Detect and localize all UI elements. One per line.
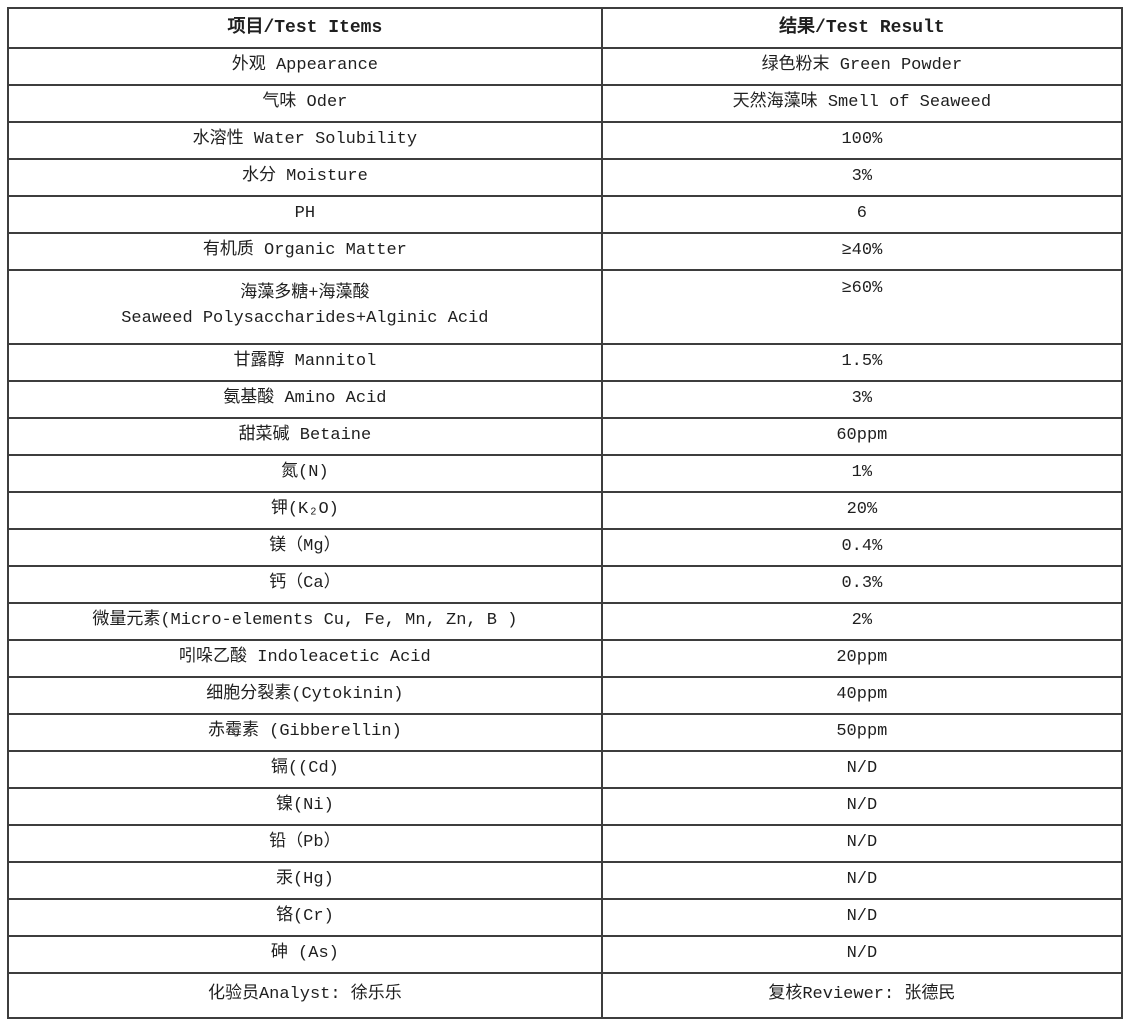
result-cell: N/D bbox=[600, 898, 1124, 937]
table-row: 氨基酸 Amino Acid 3% bbox=[7, 380, 1124, 419]
table-row: 水分 Moisture 3% bbox=[7, 158, 1124, 197]
table-row: 有机质 Organic Matter ≥40% bbox=[7, 232, 1124, 271]
item-cell: 镍(Ni) bbox=[7, 787, 603, 826]
result-cell: 50ppm bbox=[600, 713, 1124, 752]
header-test-items: 项目/Test Items bbox=[7, 7, 603, 49]
table-row: 化验员Analyst: 徐乐乐 复核Reviewer: 张德民 bbox=[7, 972, 1124, 1019]
table-row: 外观 Appearance 绿色粉末 Green Powder bbox=[7, 47, 1124, 86]
item-cell: 钙（Ca） bbox=[7, 565, 603, 604]
table-row: 汞(Hg) N/D bbox=[7, 861, 1124, 900]
item-cell: 吲哚乙酸 Indoleacetic Acid bbox=[7, 639, 603, 678]
item-cell: 水溶性 Water Solubility bbox=[7, 121, 603, 160]
result-cell: 天然海藻味 Smell of Seaweed bbox=[600, 84, 1124, 123]
result-cell: 60ppm bbox=[600, 417, 1124, 456]
item-cell: 铅（Pb） bbox=[7, 824, 603, 863]
item-cell: 镁（Mg） bbox=[7, 528, 603, 567]
table-row: 细胞分裂素(Cytokinin) 40ppm bbox=[7, 676, 1124, 715]
table-row: 甘露醇 Mannitol 1.5% bbox=[7, 343, 1124, 382]
result-cell: 6 bbox=[600, 195, 1124, 234]
result-cell: N/D bbox=[600, 787, 1124, 826]
item-cell: 有机质 Organic Matter bbox=[7, 232, 603, 271]
item-cell: 气味 Oder bbox=[7, 84, 603, 123]
header-test-result: 结果/Test Result bbox=[600, 7, 1124, 49]
result-cell: 3% bbox=[600, 158, 1124, 197]
table-row: 气味 Oder 天然海藻味 Smell of Seaweed bbox=[7, 84, 1124, 123]
item-cell: 甘露醇 Mannitol bbox=[7, 343, 603, 382]
result-cell: 20ppm bbox=[600, 639, 1124, 678]
table-row: 海藻多糖+海藻酸 Seaweed Polysaccharides+Alginic… bbox=[7, 269, 1124, 345]
result-cell: 1% bbox=[600, 454, 1124, 493]
result-cell: ≥60% bbox=[600, 269, 1124, 345]
result-cell: 2% bbox=[600, 602, 1124, 641]
result-cell: 绿色粉末 Green Powder bbox=[600, 47, 1124, 86]
result-cell: 1.5% bbox=[600, 343, 1124, 382]
result-cell: 100% bbox=[600, 121, 1124, 160]
table-row: 甜菜碱 Betaine 60ppm bbox=[7, 417, 1124, 456]
item-cell: 水分 Moisture bbox=[7, 158, 603, 197]
item-cell: PH bbox=[7, 195, 603, 234]
item-cell: 甜菜碱 Betaine bbox=[7, 417, 603, 456]
item-cell: 铬(Cr) bbox=[7, 898, 603, 937]
report-table-body: 外观 Appearance 绿色粉末 Green Powder 气味 Oder 天然海… bbox=[7, 47, 1124, 1019]
result-cell: 复核Reviewer: 张德民 bbox=[600, 972, 1124, 1019]
item-cell: 氮(N) bbox=[7, 454, 603, 493]
table-row: 镉((Cd) N/D bbox=[7, 750, 1124, 789]
result-cell: N/D bbox=[600, 935, 1124, 974]
result-cell: 3% bbox=[600, 380, 1124, 419]
result-cell: 0.3% bbox=[600, 565, 1124, 604]
table-row: 铅（Pb） N/D bbox=[7, 824, 1124, 863]
item-cell: 外观 Appearance bbox=[7, 47, 603, 86]
table-row: 赤霉素 (Gibberellin) 50ppm bbox=[7, 713, 1124, 752]
table-row: 镍(Ni) N/D bbox=[7, 787, 1124, 826]
result-cell: N/D bbox=[600, 861, 1124, 900]
result-cell: 40ppm bbox=[600, 676, 1124, 715]
item-cell: 氨基酸 Amino Acid bbox=[7, 380, 603, 419]
table-row: 吲哚乙酸 Indoleacetic Acid 20ppm bbox=[7, 639, 1124, 678]
table-row: 水溶性 Water Solubility 100% bbox=[7, 121, 1124, 160]
table-row: 微量元素(Micro-elements Cu, Fe, Mn, Zn, B ) 2… bbox=[7, 602, 1124, 641]
result-cell: N/D bbox=[600, 750, 1124, 789]
item-cell: 赤霉素 (Gibberellin) bbox=[7, 713, 603, 752]
table-row: PH 6 bbox=[7, 195, 1124, 234]
item-cell: 汞(Hg) bbox=[7, 861, 603, 900]
table-row: 镁（Mg） 0.4% bbox=[7, 528, 1124, 567]
table-row: 钾(K₂O) 20% bbox=[7, 491, 1124, 530]
table-row: 砷 (As) N/D bbox=[7, 935, 1124, 974]
table-row: 钙（Ca） 0.3% bbox=[7, 565, 1124, 604]
header-row: 项目/Test Items 结果/Test Result bbox=[7, 7, 1124, 49]
item-cell: 细胞分裂素(Cytokinin) bbox=[7, 676, 603, 715]
result-cell: 0.4% bbox=[600, 528, 1124, 567]
item-cell: 海藻多糖+海藻酸 Seaweed Polysaccharides+Alginic… bbox=[7, 269, 603, 345]
table-row: 氮(N) 1% bbox=[7, 454, 1124, 493]
item-cell: 钾(K₂O) bbox=[7, 491, 603, 530]
item-cell: 砷 (As) bbox=[7, 935, 603, 974]
item-cell: 镉((Cd) bbox=[7, 750, 603, 789]
result-cell: ≥40% bbox=[600, 232, 1124, 271]
result-cell: N/D bbox=[600, 824, 1124, 863]
item-cell: 微量元素(Micro-elements Cu, Fe, Mn, Zn, B ) bbox=[7, 602, 603, 641]
result-cell: 20% bbox=[600, 491, 1124, 530]
table-row: 铬(Cr) N/D bbox=[7, 898, 1124, 937]
report-table: 项目/Test Items 结果/Test Result 外观 Appearan… bbox=[7, 7, 1124, 1019]
item-cell: 化验员Analyst: 徐乐乐 bbox=[7, 972, 603, 1019]
